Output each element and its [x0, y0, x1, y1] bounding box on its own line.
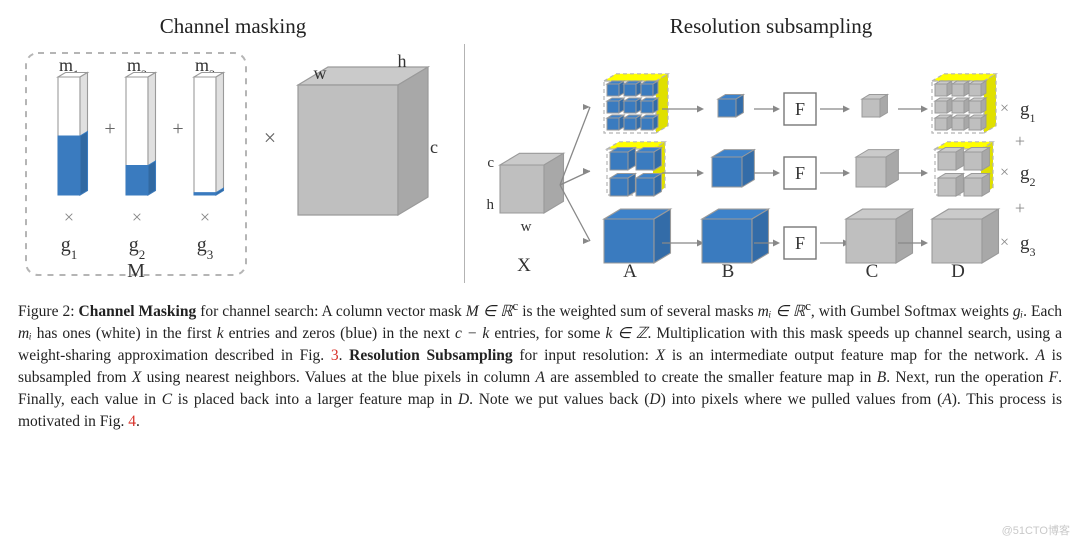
svg-text:g1: g1: [61, 234, 78, 262]
watermark: @51CTO博客: [1002, 522, 1070, 538]
svg-text:×: ×: [1000, 164, 1009, 181]
big-cube: [298, 67, 428, 215]
plus-1: +: [104, 118, 115, 140]
resolution-subsampling-title: Resolution subsampling: [480, 14, 1062, 39]
svg-text:g1: g1: [1020, 99, 1036, 125]
svg-text:g2: g2: [129, 234, 146, 262]
rs-label: Resolution Subsampling: [349, 347, 512, 364]
svg-text:A: A: [623, 261, 637, 282]
fig-label: Figure 2:: [18, 303, 75, 320]
resolution-subsampling-panel: Resolution subsampling c h w X F × g1 F × g2 F × g3 +…: [480, 14, 1062, 283]
vertical-divider: [464, 44, 465, 283]
plus-2: +: [172, 118, 183, 140]
svg-text:×: ×: [200, 207, 210, 227]
svg-text:F: F: [795, 99, 805, 119]
svg-text:h: h: [487, 197, 495, 213]
svg-text:×: ×: [132, 207, 142, 227]
svg-text:F: F: [795, 233, 805, 253]
svg-text:w: w: [521, 219, 532, 235]
svg-text:D: D: [951, 261, 965, 282]
svg-text:×: ×: [1000, 234, 1009, 251]
svg-text:g3: g3: [1020, 233, 1036, 259]
cube-w: w: [314, 63, 327, 83]
svg-text:X: X: [517, 255, 531, 276]
cm-label: Channel Masking: [79, 303, 197, 320]
svg-text:×: ×: [1000, 100, 1009, 117]
svg-text:×: ×: [64, 207, 74, 227]
fig4-link[interactable]: 4: [128, 413, 136, 430]
figure-caption: Figure 2: Channel Masking for channel se…: [18, 297, 1062, 433]
cube-c: c: [430, 137, 438, 157]
M-label: M: [127, 260, 145, 282]
svg-text:+: +: [1015, 198, 1025, 218]
channel-masking-svg: m1×g1m2×g2m3×g3 + + M × w h c: [18, 45, 448, 283]
fig3-link[interactable]: 3: [331, 347, 339, 364]
resolution-subsampling-svg: c h w X F × g1 F × g2 F × g3 + + A B C D: [480, 45, 1062, 283]
times-main: ×: [264, 125, 276, 150]
svg-text:g3: g3: [197, 234, 214, 262]
channel-masking-title: Channel masking: [18, 14, 448, 39]
svg-text:F: F: [795, 163, 805, 183]
svg-text:+: +: [1015, 131, 1025, 151]
figure-row: Channel masking m1×g1m2×g2m3×g3 + + M × …: [18, 14, 1062, 283]
svg-text:B: B: [722, 261, 735, 282]
cube-h: h: [398, 51, 407, 71]
svg-text:c: c: [487, 155, 494, 171]
svg-text:C: C: [866, 261, 879, 282]
svg-text:g2: g2: [1020, 163, 1036, 189]
channel-masking-panel: Channel masking m1×g1m2×g2m3×g3 + + M × …: [18, 14, 448, 283]
